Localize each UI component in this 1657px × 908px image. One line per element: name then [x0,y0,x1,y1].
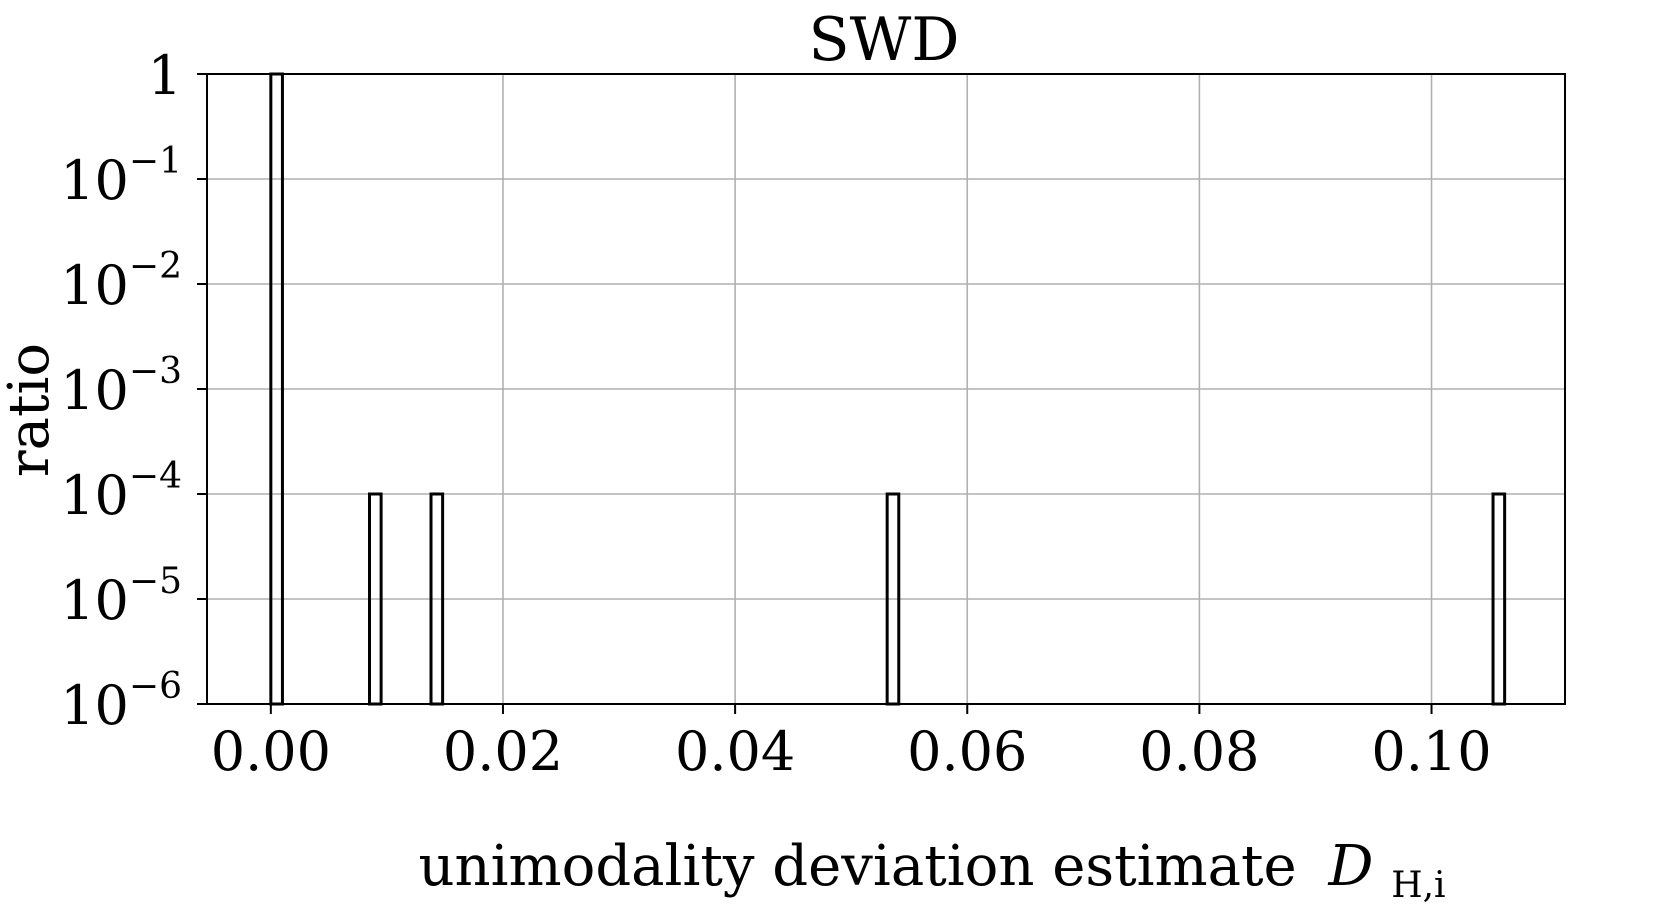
y-tick-label-base: 10 [60,149,129,212]
x-axis-label-symbol: D [1327,834,1373,899]
y-tick-label-base: 10 [60,359,129,422]
y-tick-label-exponent: −5 [129,561,182,602]
y-tick-label: 1 [148,44,182,107]
y-tick-label: 10−5 [60,561,182,632]
y-tick-label: 10−6 [60,666,182,737]
x-axis-label-text: unimodality deviation estimate [418,834,1296,899]
y-axis-label: ratio [0,343,62,477]
y-tick-label-base: 10 [60,464,129,527]
y-tick-label: 10−4 [60,456,182,527]
x-tick-label: 0.04 [675,720,795,783]
x-tick-labels: 0.00 0.02 0.04 0.06 0.08 0.10 [211,720,1492,783]
y-tick-label-base: 1 [148,44,182,107]
x-tick-label: 0.00 [211,720,331,783]
x-axis-label-subscript: H,i [1391,865,1445,906]
chart-title: SWD [809,5,960,75]
y-tick-label-exponent: −4 [129,456,182,497]
tick-marks [197,73,1433,714]
y-tick-label-exponent: −2 [129,246,182,287]
y-tick-label-base: 10 [60,569,129,632]
x-tick-label: 0.02 [443,720,563,783]
y-tick-label-exponent: −6 [129,666,182,707]
x-tick-label: 0.08 [1139,720,1259,783]
y-tick-label-exponent: −3 [129,351,182,392]
x-axis-label: unimodality deviation estimate D H,i [418,834,1445,906]
x-tick-label: 0.10 [1371,720,1491,783]
y-tick-label-exponent: −1 [129,141,182,182]
y-tick-label: 10−2 [60,246,182,317]
y-tick-label: 10−3 [60,351,182,422]
y-tick-label-base: 10 [60,674,129,737]
y-tick-label: 10−1 [60,141,182,212]
y-tick-label-base: 10 [60,254,129,317]
x-tick-label: 0.06 [907,720,1027,783]
y-tick-labels: 110−110−210−310−410−510−6 [60,44,182,737]
